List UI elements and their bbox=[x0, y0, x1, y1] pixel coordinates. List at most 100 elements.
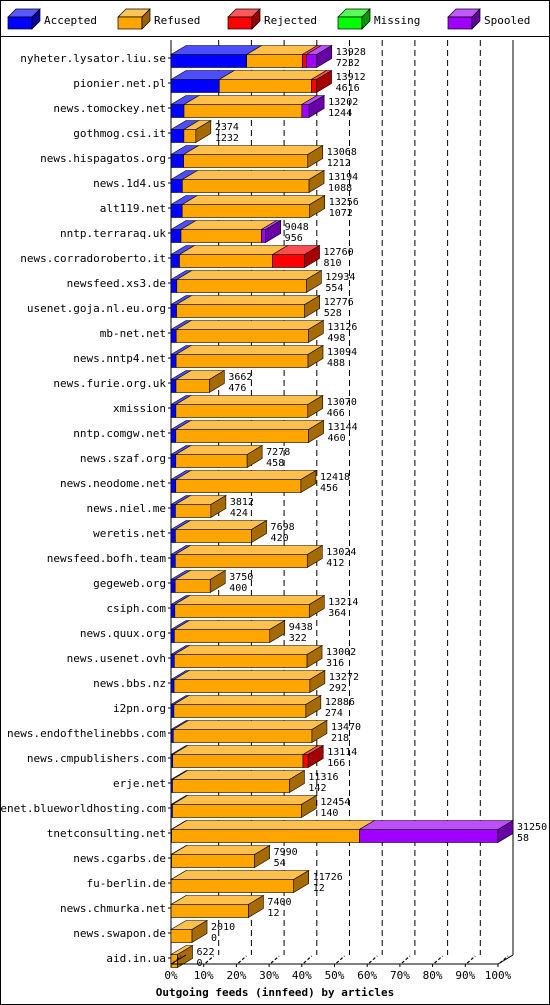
value-label-total: 13002 bbox=[326, 647, 356, 658]
value-label-accepted: 420 bbox=[271, 533, 289, 544]
bar-segment-rejected bbox=[311, 79, 317, 93]
legend-swatch-side bbox=[471, 8, 481, 30]
x-tick-label: 70% bbox=[390, 969, 410, 982]
bar-segment-refused bbox=[172, 804, 302, 818]
bar-news-szaf-org bbox=[169, 444, 264, 469]
value-label-accepted: 456 bbox=[320, 483, 338, 494]
bar-segment-top bbox=[171, 795, 318, 805]
value-label-accepted: 458 bbox=[266, 458, 284, 469]
bar-segment-accepted bbox=[170, 629, 175, 643]
bar-newsfeed-xs3-de bbox=[169, 269, 323, 294]
bar-segment-accepted bbox=[170, 329, 177, 343]
chart-title: Outgoing feeds (innfeed) by articles bbox=[156, 986, 394, 999]
category-label: news.neodome.net bbox=[60, 477, 166, 490]
value-label-total: 11316 bbox=[308, 772, 338, 783]
bar-segment-accepted bbox=[170, 154, 184, 168]
legend-swatch bbox=[7, 16, 33, 30]
x-tick-depth bbox=[499, 955, 509, 964]
bar-segment-accepted bbox=[170, 429, 177, 443]
value-label-accepted: 476 bbox=[228, 383, 246, 394]
bar-nntp-terraraq-uk bbox=[169, 219, 282, 244]
bar-side bbox=[308, 169, 325, 194]
legend-swatch bbox=[337, 16, 363, 30]
bar-segment-refused bbox=[182, 179, 310, 193]
bar-side bbox=[265, 219, 281, 244]
bar-segment-top bbox=[170, 845, 271, 855]
value-label-accepted: 0 bbox=[211, 933, 217, 944]
value-label-accepted: 466 bbox=[327, 408, 345, 419]
bar-segment-top bbox=[182, 145, 324, 155]
value-label-accepted: 12 bbox=[313, 883, 325, 894]
category-label: news.chmurka.net bbox=[60, 902, 166, 915]
bar-segment-accepted bbox=[170, 379, 177, 393]
bar-segment-top bbox=[182, 95, 318, 105]
bar-side bbox=[191, 919, 208, 944]
bar-side bbox=[306, 269, 322, 294]
bar-segment-refused bbox=[175, 379, 210, 393]
bar-side bbox=[254, 844, 270, 869]
bar-news-swapon-de bbox=[169, 919, 209, 944]
value-label-total: 13126 bbox=[327, 322, 357, 333]
category-label: weretis.net bbox=[93, 527, 166, 540]
bar-segment-refused bbox=[175, 529, 252, 543]
bar-segment-refused bbox=[172, 779, 290, 793]
bar-segment-accepted bbox=[170, 129, 185, 143]
bar-segment-accepted bbox=[170, 254, 180, 268]
bar-segment-accepted bbox=[170, 479, 177, 493]
bar-segment-refused bbox=[180, 229, 262, 243]
x-tick-label: 20% bbox=[226, 969, 246, 982]
value-label-accepted: 412 bbox=[326, 558, 344, 569]
bar-segment-refused bbox=[170, 929, 193, 943]
bar-side bbox=[210, 494, 227, 519]
bar-segment-rejected bbox=[302, 754, 309, 768]
category-label: pionier.net.pl bbox=[73, 77, 166, 90]
value-label-accepted: 488 bbox=[327, 358, 345, 369]
bar-segment-accepted bbox=[170, 304, 177, 318]
category-label: news.niel.me bbox=[87, 502, 166, 515]
value-label-total: 12454 bbox=[320, 797, 350, 808]
category-label: mb-net.net bbox=[100, 327, 166, 340]
value-label-total: 12418 bbox=[320, 472, 350, 483]
bar-segment-accepted bbox=[170, 279, 178, 293]
value-label-accepted: 424 bbox=[230, 508, 248, 519]
x-tick-depth bbox=[368, 955, 378, 964]
value-label-accepted: 528 bbox=[324, 308, 342, 319]
value-label-accepted: 1072 bbox=[329, 208, 353, 219]
bar-segment-accepted bbox=[170, 404, 177, 418]
bar-news-bbs-nz bbox=[169, 669, 326, 694]
value-label-total: 31250 bbox=[517, 822, 547, 833]
legend-item-accepted: Accepted bbox=[7, 8, 97, 30]
bar-segment-refused bbox=[175, 429, 309, 443]
bar-side bbox=[309, 194, 326, 219]
bar-segment-refused bbox=[175, 329, 309, 343]
value-label-total: 3750 bbox=[229, 572, 253, 583]
value-label-total: 12934 bbox=[325, 272, 355, 283]
bar-side bbox=[304, 294, 320, 319]
bar-segment-refused bbox=[175, 454, 248, 468]
category-label: alt119.net bbox=[100, 202, 166, 215]
bar-side bbox=[308, 594, 325, 619]
x-tick-label: 100% bbox=[485, 969, 512, 982]
value-label-accepted: 1244 bbox=[328, 108, 352, 119]
bar-segment-refused bbox=[175, 354, 309, 368]
bar-news-cgarbs-de bbox=[169, 844, 271, 869]
bar-segment-accepted bbox=[170, 604, 176, 618]
bar-segment-top bbox=[172, 720, 329, 730]
legend-label: Refused bbox=[154, 14, 200, 27]
category-label: news.hispagatos.org bbox=[40, 152, 166, 165]
category-label: csiph.com bbox=[106, 602, 166, 615]
category-label: news.nntp4.net bbox=[73, 352, 166, 365]
bar-segment-refused bbox=[181, 204, 311, 218]
category-label: news.corradoroberto.it bbox=[20, 252, 166, 265]
category-label: usenet.goja.nl.eu.org bbox=[27, 302, 166, 315]
bar-news-1d4-us bbox=[169, 169, 326, 194]
bar-segment-refused bbox=[174, 604, 310, 618]
bar-news-usenet-ovh bbox=[169, 644, 324, 669]
bar-fu-berlin-de bbox=[169, 869, 310, 894]
legend-item-missing: Missing bbox=[337, 8, 420, 30]
bar-segment-refused bbox=[170, 904, 249, 918]
bar-segment-accepted bbox=[170, 79, 220, 93]
value-label-accepted: 810 bbox=[324, 258, 342, 269]
bar-side bbox=[311, 719, 328, 744]
